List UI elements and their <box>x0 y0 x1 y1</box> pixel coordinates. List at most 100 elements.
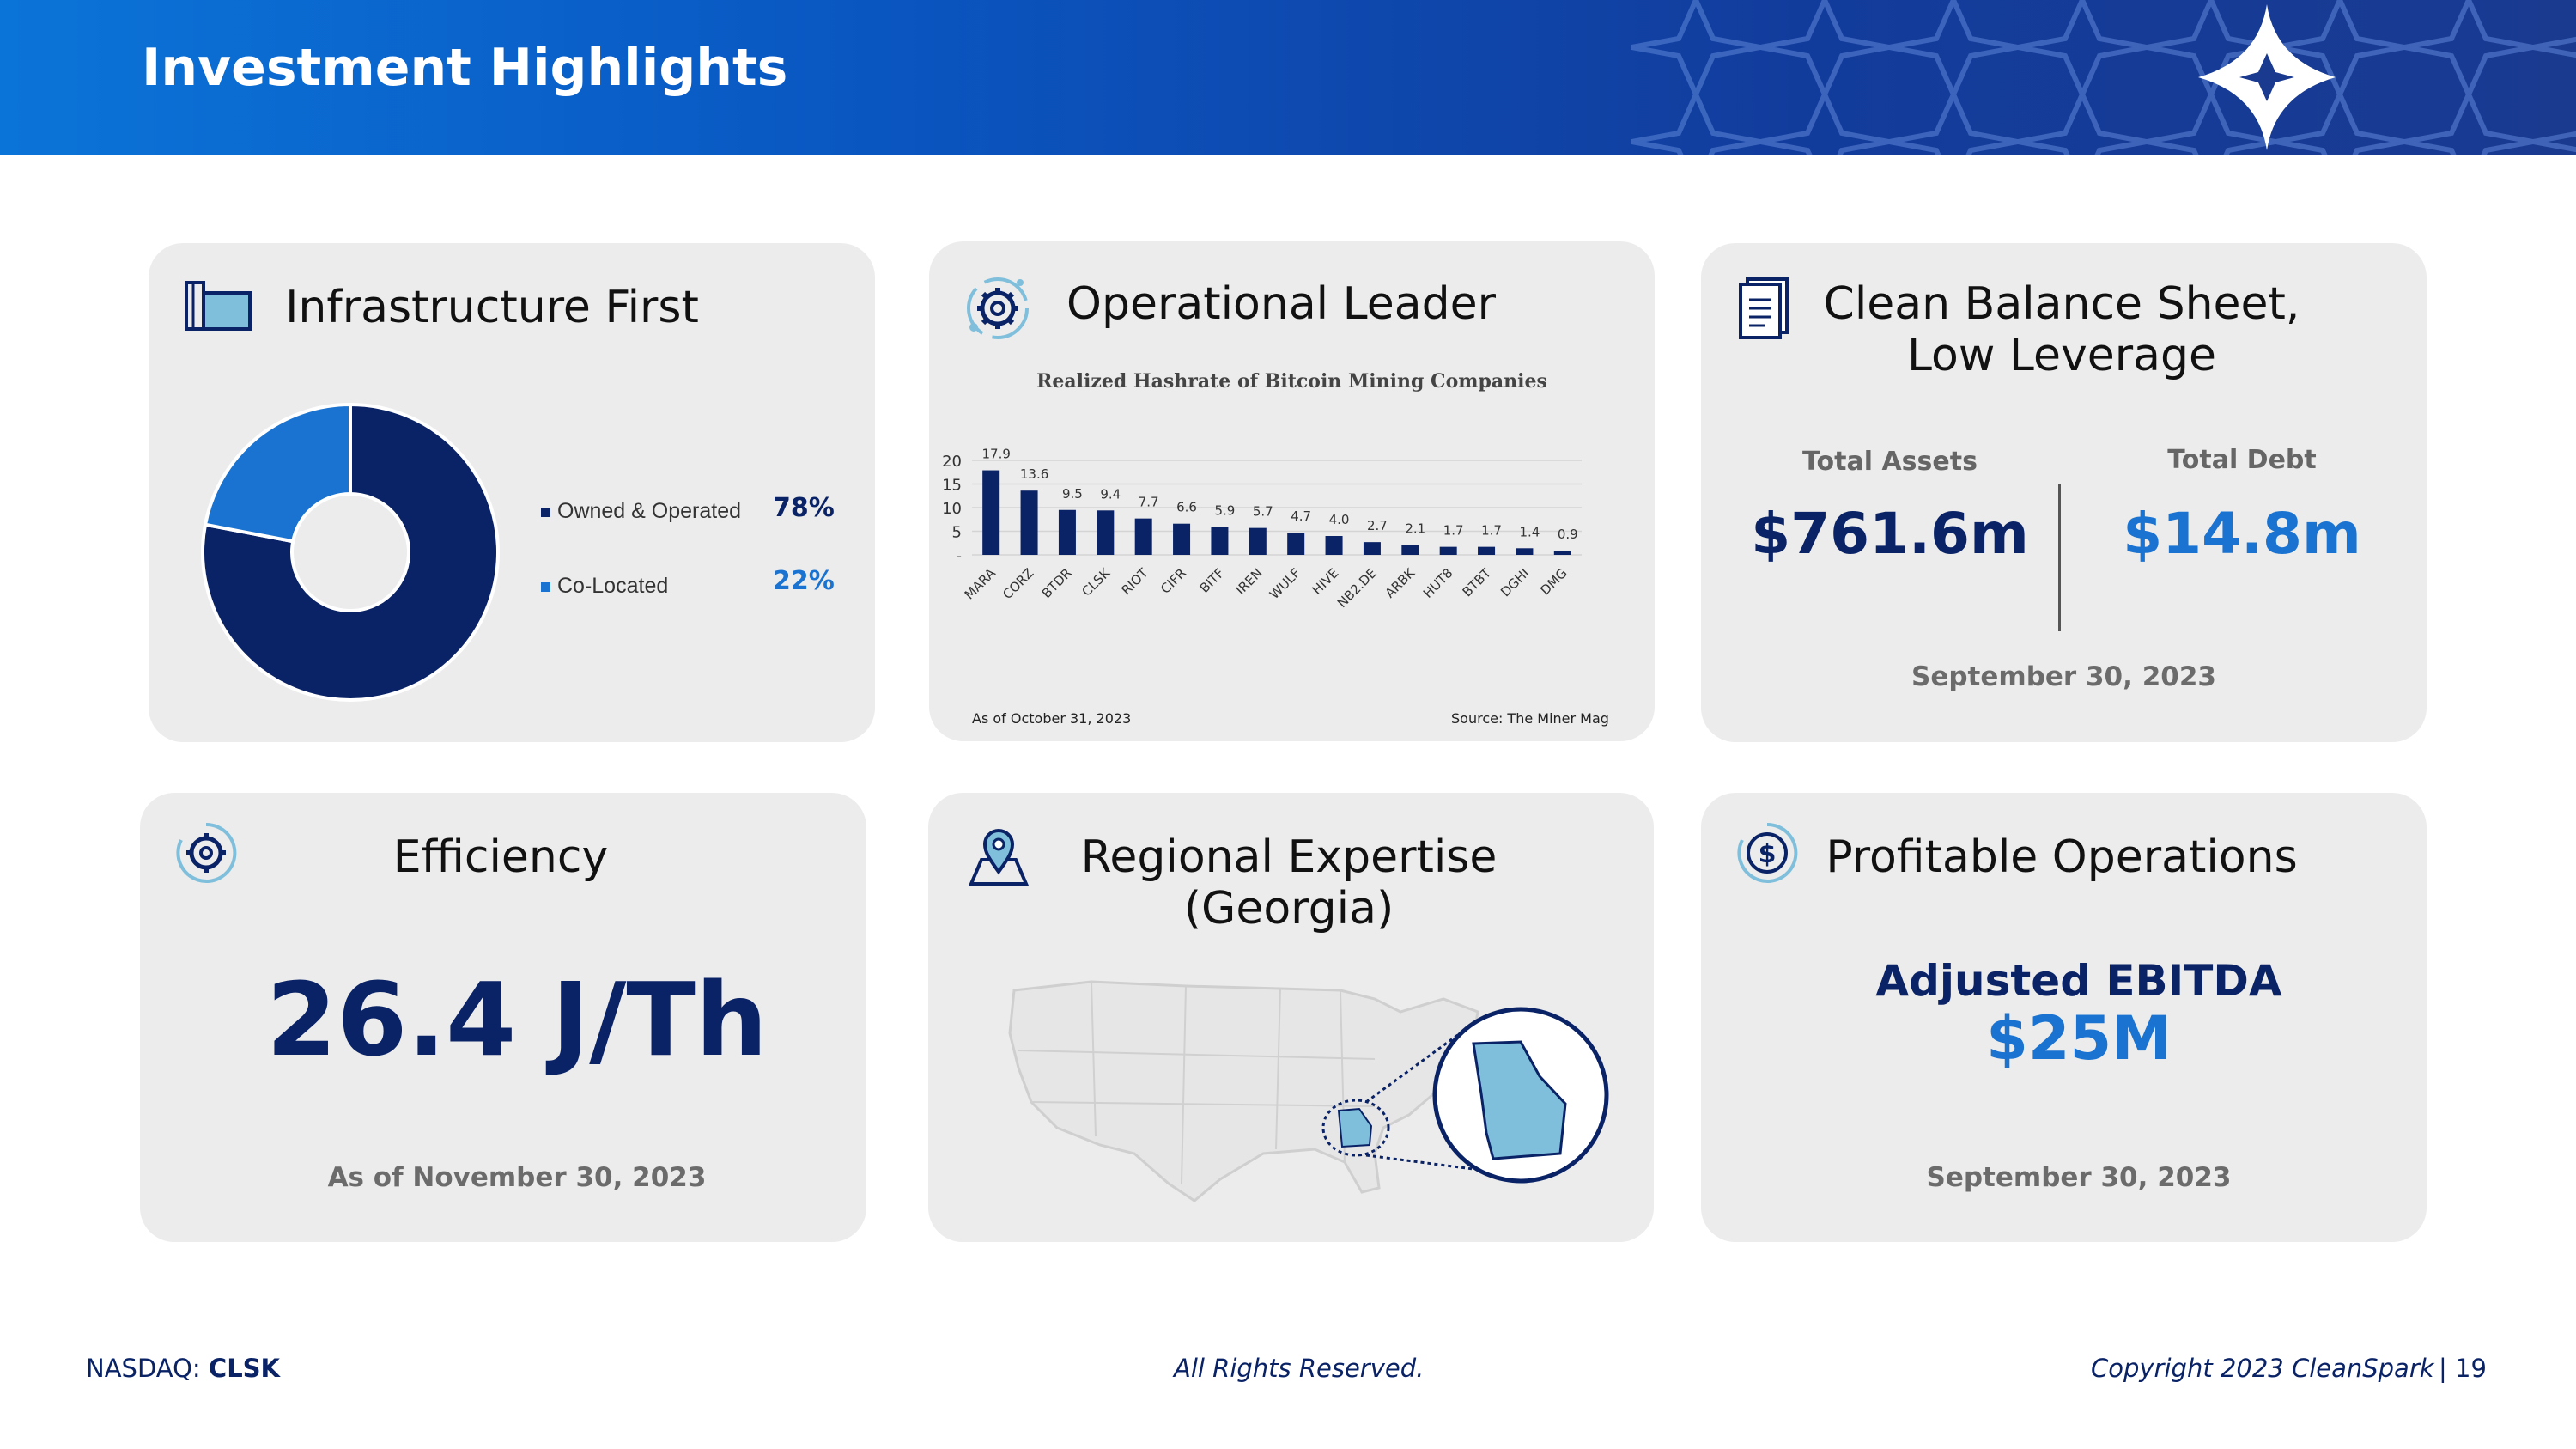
donut-slice-1 <box>201 402 500 702</box>
operational-card: Operational Leader Realized Hashrate of … <box>929 241 1655 741</box>
profitable-title: Profitable Operations <box>1826 831 2298 883</box>
y-tick-label: 5 <box>952 524 962 542</box>
ebitda-label: Adjusted EBITDA <box>1875 956 2282 1006</box>
page-title: Investment Highlights <box>142 38 788 98</box>
operational-title: Operational Leader <box>1066 278 1496 330</box>
x-category-label: BITF <box>1197 565 1228 596</box>
map-pin-icon <box>968 829 1030 886</box>
legend-colocated: Co-Located <box>541 574 668 599</box>
legend-swatch <box>541 507 550 517</box>
gear-cycle-icon <box>176 822 237 883</box>
total-assets-value: $761.6m <box>1751 501 2029 567</box>
bar-DGHI <box>1516 548 1534 555</box>
infrastructure-card: Infrastructure First Owned & Operated 78… <box>149 243 875 742</box>
x-category-label: BTDR <box>1039 565 1075 601</box>
regional-title-line1: Regional Expertise <box>1080 831 1498 883</box>
bar-value-label: 4.0 <box>1329 512 1350 527</box>
bar-CORZ <box>1020 490 1038 555</box>
georgia-highlight-ring <box>1321 1099 1390 1157</box>
x-category-label: WULF <box>1267 565 1303 602</box>
bar-BITF <box>1211 527 1229 555</box>
donut-slice-2 <box>203 402 352 544</box>
bar-value-label: 2.1 <box>1405 521 1425 536</box>
bar-value-label: 13.6 <box>1020 466 1048 482</box>
svg-text:$: $ <box>1759 839 1777 869</box>
bar-HIVE <box>1325 536 1343 555</box>
x-category-label: CLSK <box>1078 564 1114 600</box>
bar-value-label: 5.7 <box>1253 504 1273 520</box>
document-icon <box>1739 277 1789 339</box>
bar-CIFR <box>1173 523 1191 555</box>
balance-title-line1: Clean Balance Sheet, <box>1823 278 2300 330</box>
x-category-label: DMG <box>1537 565 1570 598</box>
bar-value-label: 1.4 <box>1520 524 1540 539</box>
legend-owned-label: Owned & Operated <box>557 499 742 523</box>
profitable-date: September 30, 2023 <box>1926 1162 2232 1193</box>
x-category-label: RIOT <box>1118 565 1151 599</box>
bar-BTDR <box>1058 509 1076 555</box>
y-tick-label: 20 <box>942 453 962 471</box>
ebitda-value: $25M <box>1986 1003 2172 1074</box>
bar-HUT8 <box>1439 546 1457 555</box>
efficiency-title: Efficiency <box>392 831 609 883</box>
ownership-donut-chart <box>201 402 500 702</box>
bar-value-label: 9.5 <box>1062 486 1083 502</box>
legend-owned: Owned & Operated <box>541 499 741 524</box>
bar-value-label: 4.7 <box>1291 508 1311 524</box>
bar-value-label: 5.9 <box>1215 503 1236 519</box>
bar-value-label: 17.9 <box>981 447 1010 462</box>
x-category-label: CIFR <box>1157 565 1189 597</box>
georgia-small-icon <box>1337 1107 1373 1148</box>
bar-value-label: 6.6 <box>1176 500 1197 515</box>
us-map <box>1008 980 1609 1202</box>
regional-card: Regional Expertise (Georgia) <box>928 793 1654 1242</box>
efficiency-card: Efficiency 26.4 J/Th As of November 30, … <box>140 793 866 1242</box>
bar-value-label: 9.4 <box>1100 486 1121 502</box>
x-category-label: HUT8 <box>1420 565 1456 601</box>
total-assets-label: Total Assets <box>1802 447 1978 477</box>
bar-BTBT <box>1478 546 1496 555</box>
company-logo-icon <box>2198 4 2336 150</box>
dollar-cycle-icon: $ <box>1737 822 1798 883</box>
bar-MARA <box>982 470 1000 555</box>
footer-exchange: NASDAQ: CLSK <box>86 1354 280 1383</box>
x-category-label: ARBK <box>1382 564 1419 600</box>
total-debt-value: $14.8m <box>2123 501 2361 567</box>
gear-icon <box>967 277 1029 339</box>
georgia-large-icon <box>1472 1040 1567 1160</box>
footer-exchange-prefix: NASDAQ: <box>86 1354 209 1383</box>
regional-title-line2: (Georgia) <box>1183 883 1394 935</box>
header-pattern <box>1631 0 2576 155</box>
bar-RIOT <box>1134 518 1152 555</box>
efficiency-date: As of November 30, 2023 <box>327 1162 707 1193</box>
bar-CLSK <box>1097 510 1115 555</box>
buildings-icon <box>185 281 252 331</box>
y-tick-label: 10 <box>942 500 962 518</box>
balance-sheet-card: Clean Balance Sheet, Low Leverage Total … <box>1701 243 2427 742</box>
x-category-label: HIVE <box>1309 565 1342 598</box>
bar-value-label: 2.7 <box>1367 518 1388 533</box>
y-tick-label: - <box>957 547 963 565</box>
profitable-card: $ Profitable Operations Adjusted EBITDA … <box>1701 793 2427 1242</box>
legend-colocated-label: Co-Located <box>557 574 669 598</box>
x-category-label: DGHI <box>1498 565 1532 600</box>
total-debt-label: Total Debt <box>2167 445 2317 475</box>
legend-colocated-pct: 22% <box>773 566 835 596</box>
bar-DMG <box>1553 551 1571 555</box>
us-outline <box>1008 980 1479 1202</box>
hashrate-bar-chart: - 5 10 15 20 17.9 MARA 13.6 CORZ 9.5 BTDR 9.4 CLSK 7.… <box>942 447 1582 611</box>
bar-value-label: 1.7 <box>1443 523 1464 539</box>
balance-date: September 30, 2023 <box>1911 661 2216 692</box>
bar-value-label: 7.7 <box>1139 495 1159 510</box>
x-category-label: IREN <box>1233 565 1266 598</box>
infrastructure-title: Infrastructure First <box>285 282 699 333</box>
chart-date-note: As of October 31, 2023 <box>972 710 1132 727</box>
legend-owned-pct: 78% <box>773 493 835 523</box>
chart-source-note: Source: The Miner Mag <box>1451 710 1609 727</box>
y-tick-label: 15 <box>942 477 962 495</box>
header-bar: Investment Highlights <box>0 0 2576 155</box>
state-lines <box>1018 981 1376 1184</box>
efficiency-value: 26.4 J/Th <box>266 960 768 1079</box>
legend-swatch <box>541 581 550 592</box>
bar-NB2.DE <box>1363 542 1381 555</box>
